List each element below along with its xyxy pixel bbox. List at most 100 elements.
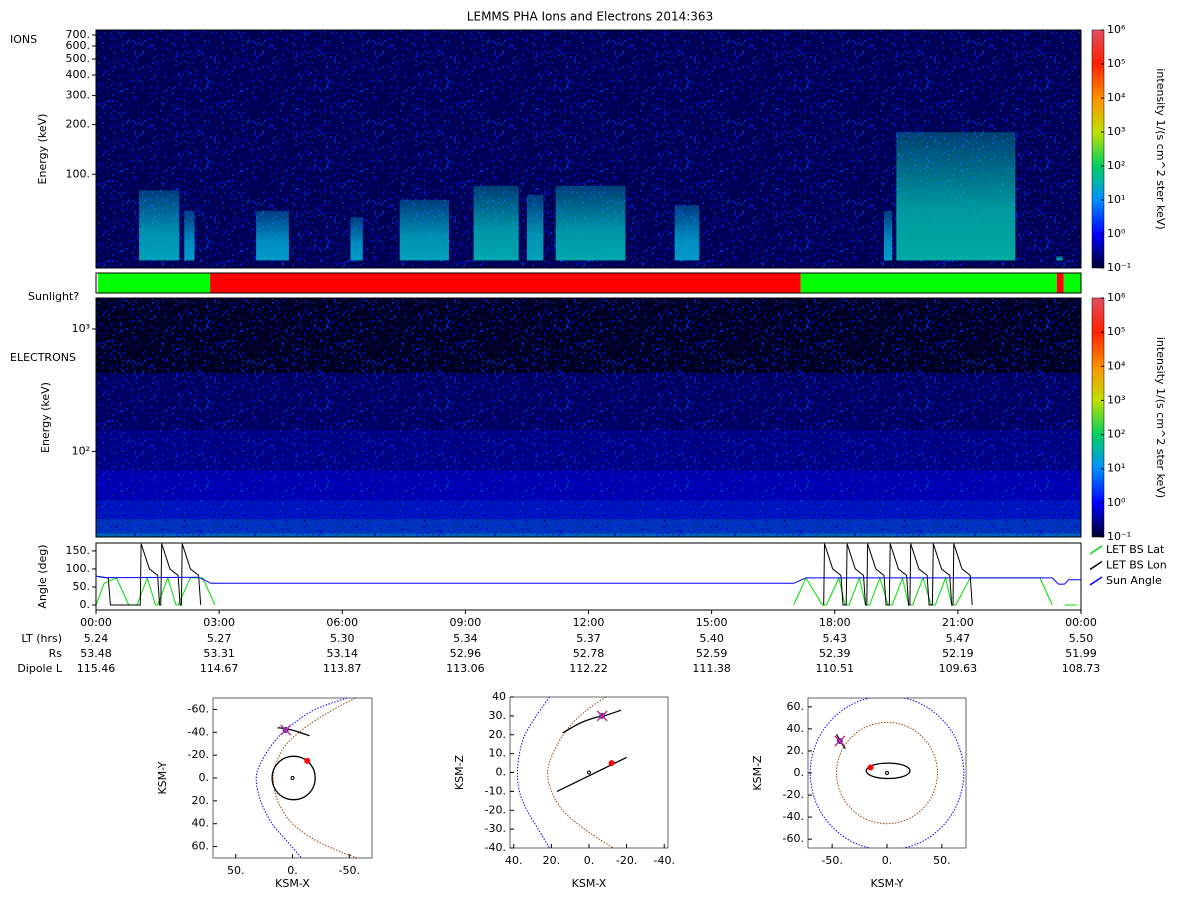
- series-line: [96, 543, 973, 606]
- x-tick-label: 00:00: [1065, 616, 1097, 629]
- x-tick-label: 0.: [287, 864, 298, 877]
- plot-area: [96, 298, 1081, 537]
- ion-burst: [1056, 255, 1063, 261]
- ephemeris-row-label: Rs: [49, 647, 63, 660]
- ion-burst: [884, 210, 893, 261]
- y-tick-label: -60.: [188, 702, 209, 715]
- ephemeris-value: 5.43: [823, 632, 848, 645]
- y-tick-label: 0.: [794, 766, 805, 779]
- ephemeris-value: 5.30: [330, 632, 355, 645]
- x-tick-label: 0.: [882, 854, 893, 867]
- origin-marker: [587, 770, 591, 775]
- chart-title: LEMMS PHA Ions and Electrons 2014:363: [467, 10, 713, 24]
- spacecraft-marker: [834, 735, 846, 747]
- series-line: [96, 576, 1077, 606]
- ephemeris-value: 52.78: [573, 647, 605, 660]
- colorbar-tick-label: 10⁻¹: [1107, 530, 1131, 543]
- colorbar-tick-label: 10⁻¹: [1107, 261, 1131, 274]
- ephemeris-value: 114.67: [200, 662, 239, 675]
- ephemeris-value: 113.06: [446, 662, 485, 675]
- y-tick-label: 20.: [192, 794, 210, 807]
- ion-burst: [555, 185, 626, 261]
- colorbar-tick-label: 10⁶: [1107, 291, 1126, 304]
- y-tick-label: -40.: [783, 810, 804, 823]
- x-tick-label: -50.: [339, 864, 360, 877]
- spacecraft-marker: [596, 710, 608, 722]
- plot-area: [516, 697, 627, 848]
- y-tick-label: 60.: [787, 700, 805, 713]
- marker-stroke: [280, 724, 292, 736]
- sunlight-segment: [1063, 273, 1081, 293]
- x-tick-label: -50.: [821, 854, 842, 867]
- y-tick-label: 0.: [80, 598, 91, 611]
- ion-burst: [526, 194, 544, 261]
- y-tick-label: -40.: [188, 725, 209, 738]
- ephemeris-row-label: LT (hrs): [21, 632, 62, 645]
- legend-swatch: [1089, 576, 1103, 586]
- ephemeris-value: 115.46: [77, 662, 116, 675]
- origin-marker: [290, 776, 295, 780]
- y-tick-label: 600.: [66, 39, 91, 52]
- sunlight-segment: [96, 273, 99, 293]
- legend-swatch: [1089, 545, 1103, 555]
- ephemeris-value: 108.73: [1062, 662, 1101, 675]
- panel-frame: [95, 29, 1082, 269]
- colorbar-tick-label: 10³: [1107, 393, 1125, 406]
- ephemeris-row-label: Dipole L: [17, 662, 63, 675]
- plot-area: [255, 698, 359, 858]
- marker-stroke: [834, 735, 846, 747]
- y-tick-label: 500.: [66, 52, 91, 65]
- panel-label: Sunlight?: [28, 290, 79, 303]
- x-tick-label: 50.: [227, 864, 245, 877]
- ephemeris-value: 110.51: [816, 662, 855, 675]
- series-line: [96, 575, 1081, 585]
- y-axis-label: KSM-Z: [751, 755, 764, 791]
- ion-burst: [184, 210, 195, 261]
- x-tick-label: -40.: [654, 854, 675, 867]
- spacecraft-marker: [280, 724, 292, 736]
- panel-label: IONS: [10, 33, 37, 46]
- y-tick-label: -10.: [485, 784, 506, 797]
- orbit-curve: [516, 697, 550, 848]
- ion-burst: [674, 205, 700, 261]
- y-tick-label: -20.: [188, 748, 209, 761]
- colorbar-tick-label: 10⁶: [1107, 23, 1126, 36]
- colorbar: [1091, 297, 1105, 538]
- colorbar-tick-label: 10³: [1107, 125, 1125, 138]
- colorbar-label: intensity 1/(s cm^2 ster keV): [1154, 337, 1167, 498]
- ephemeris-value: 5.37: [576, 632, 601, 645]
- y-tick-label: -60.: [783, 832, 804, 845]
- ion-burst: [473, 185, 519, 261]
- orbit-curve: [809, 698, 965, 848]
- orbit-curve: [562, 709, 622, 734]
- plot-area: [96, 30, 1081, 268]
- y-tick-label: 100.: [66, 167, 91, 180]
- position-dot: [608, 760, 615, 767]
- y-tick-label: 400.: [66, 68, 91, 81]
- colorbar-tick-label: 10¹: [1107, 193, 1125, 206]
- orbit-curve: [835, 721, 938, 825]
- x-tick-label: 0.: [584, 854, 595, 867]
- plot-area: [809, 698, 965, 848]
- ion-burst: [350, 217, 363, 261]
- y-tick-label: 20.: [489, 728, 507, 741]
- ephemeris-value: 52.96: [450, 647, 482, 660]
- y-tick-label: 150.: [66, 544, 91, 557]
- x-tick-label: 18:00: [819, 616, 851, 629]
- position-dot: [304, 757, 311, 764]
- y-tick-label: 30.: [489, 709, 507, 722]
- orbit-curve: [865, 762, 911, 780]
- ephemeris-value: 52.59: [696, 647, 728, 660]
- y-tick-label: -20.: [783, 788, 804, 801]
- x-axis-label: KSM-X: [572, 877, 607, 890]
- x-tick-label: 50.: [933, 854, 951, 867]
- ion-burst: [139, 190, 180, 261]
- y-tick-label: 0.: [496, 766, 507, 779]
- ephemeris-value: 51.99: [1065, 647, 1097, 660]
- marker-stroke: [596, 710, 608, 722]
- colorbar-tick-label: 10¹: [1107, 462, 1125, 475]
- panel-frame: [95, 297, 1082, 538]
- y-tick-label: 0.: [199, 771, 210, 784]
